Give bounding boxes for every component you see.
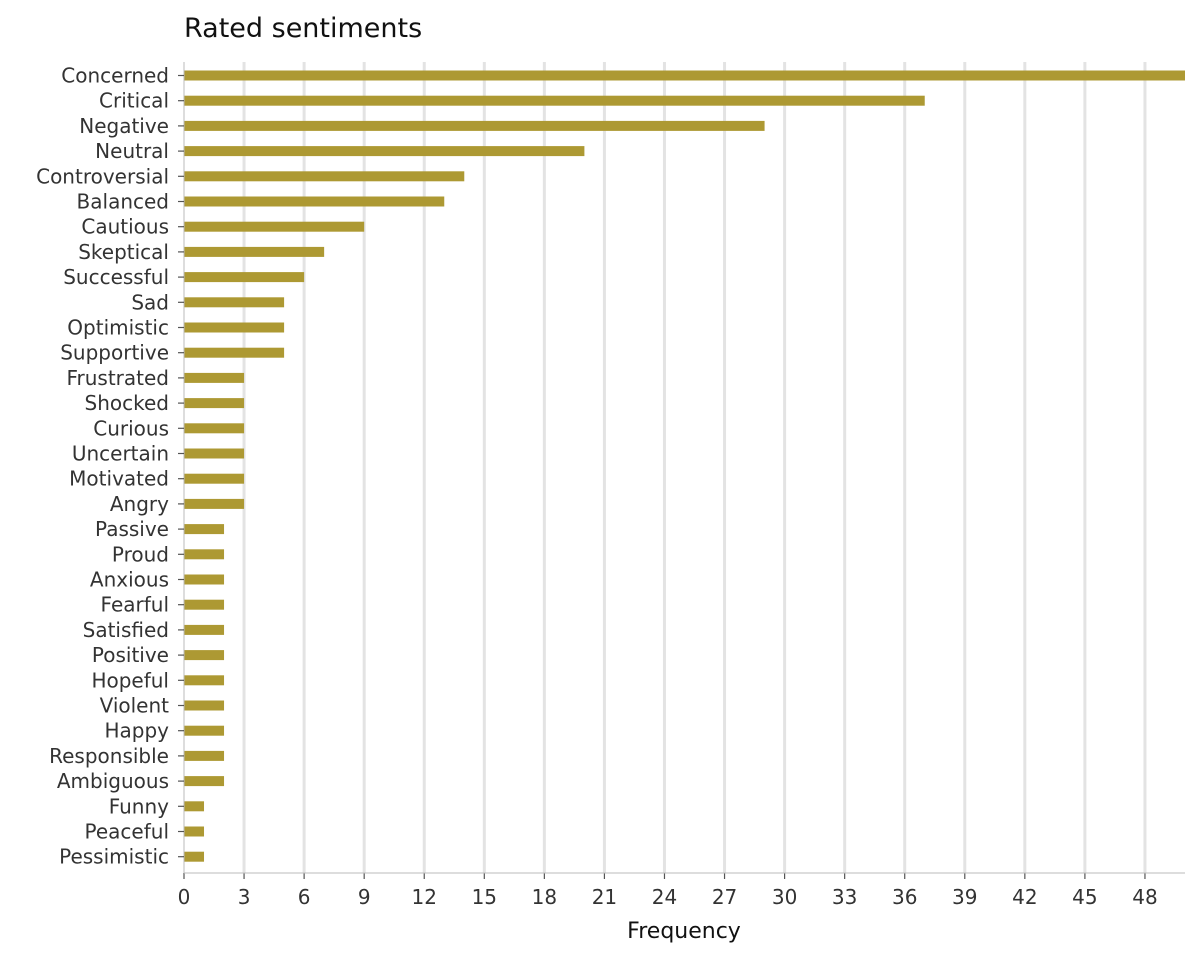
bar-hopeful xyxy=(184,675,225,686)
bar-supportive xyxy=(184,347,285,358)
category-labels: ConcernedCriticalNegativeNeutralControve… xyxy=(36,64,169,869)
category-label: Skeptical xyxy=(78,240,169,264)
category-label: Fearful xyxy=(101,593,169,617)
bar-proud xyxy=(184,549,225,560)
category-label: Happy xyxy=(104,719,169,743)
bar-happy xyxy=(184,725,225,736)
category-label: Proud xyxy=(112,542,169,566)
bar-successful xyxy=(184,272,305,283)
bar-balanced xyxy=(184,196,445,207)
x-tick-label: 39 xyxy=(952,885,977,909)
category-label: Funny xyxy=(109,794,169,818)
chart-title: Rated sentiments xyxy=(184,13,422,44)
category-label: Angry xyxy=(110,492,169,516)
category-label: Curious xyxy=(93,416,169,440)
bar-neutral xyxy=(184,146,585,157)
bar-shocked xyxy=(184,398,245,409)
category-label: Concerned xyxy=(61,64,169,88)
bar-curious xyxy=(184,423,245,434)
axes xyxy=(178,62,1185,879)
bar-satisfied xyxy=(184,624,225,635)
bar-controversial xyxy=(184,171,465,182)
category-label: Anxious xyxy=(90,568,169,592)
x-tick-label: 27 xyxy=(712,885,737,909)
bar-negative xyxy=(184,120,765,131)
category-label: Critical xyxy=(99,89,169,113)
x-tick-label: 15 xyxy=(472,885,497,909)
x-tick-label: 33 xyxy=(832,885,857,909)
bar-sad xyxy=(184,297,285,308)
x-axis-label: Frequency xyxy=(627,919,741,944)
x-tick-label: 6 xyxy=(298,885,311,909)
category-label: Optimistic xyxy=(67,316,169,340)
category-label: Positive xyxy=(92,643,169,667)
category-label: Shocked xyxy=(85,391,169,415)
category-label: Successful xyxy=(63,265,169,289)
category-label: Sad xyxy=(131,290,169,314)
category-label: Ambiguous xyxy=(57,769,169,793)
bar-positive xyxy=(184,650,225,661)
category-label: Supportive xyxy=(60,341,169,365)
bar-angry xyxy=(184,498,245,509)
category-label: Satisfied xyxy=(83,618,169,642)
bar-frustrated xyxy=(184,372,245,383)
x-tick-label: 3 xyxy=(238,885,251,909)
bar-concerned xyxy=(184,70,1185,81)
x-tick-label: 48 xyxy=(1132,885,1157,909)
bar-fearful xyxy=(184,599,225,610)
gridlines xyxy=(242,62,1147,873)
bar-uncertain xyxy=(184,448,245,459)
x-tick-label: 24 xyxy=(652,885,677,909)
bars xyxy=(184,70,1185,862)
x-tick-label: 21 xyxy=(592,885,617,909)
category-label: Hopeful xyxy=(91,668,169,692)
x-tick-label: 42 xyxy=(1012,885,1037,909)
bar-responsible xyxy=(184,750,225,761)
bar-ambiguous xyxy=(184,776,225,787)
category-label: Frustrated xyxy=(66,366,169,390)
category-label: Motivated xyxy=(69,467,169,491)
x-tick-labels: 0 3 6 9 12 15 18 21 24 27 30 33 36 39 42 45 48 xyxy=(178,885,1158,909)
category-label: Cautious xyxy=(81,215,169,239)
bar-motivated xyxy=(184,473,245,484)
category-label: Neutral xyxy=(95,139,169,163)
x-tick-label: 0 xyxy=(178,885,191,909)
category-label: Passive xyxy=(95,517,169,541)
category-label: Negative xyxy=(79,114,169,138)
category-label: Balanced xyxy=(77,190,169,214)
x-tick-label: 12 xyxy=(412,885,437,909)
bar-peaceful xyxy=(184,826,205,837)
category-label: Controversial xyxy=(36,164,169,188)
x-tick-label: 45 xyxy=(1072,885,1097,909)
category-label: Violent xyxy=(100,694,170,718)
category-label: Uncertain xyxy=(72,442,169,466)
x-tick-label: 36 xyxy=(892,885,917,909)
category-label: Peaceful xyxy=(85,820,169,844)
x-tick-label: 30 xyxy=(772,885,797,909)
bar-skeptical xyxy=(184,246,325,257)
category-label: Responsible xyxy=(49,744,169,768)
bar-critical xyxy=(184,95,925,106)
bar-passive xyxy=(184,524,225,535)
bar-optimistic xyxy=(184,322,285,333)
bar-anxious xyxy=(184,574,225,585)
bar-violent xyxy=(184,700,225,711)
x-tick-label: 9 xyxy=(358,885,371,909)
bar-cautious xyxy=(184,221,365,232)
category-label: Pessimistic xyxy=(59,845,169,869)
bar-pessimistic xyxy=(184,851,205,862)
bar-funny xyxy=(184,801,205,812)
x-tick-label: 18 xyxy=(532,885,557,909)
